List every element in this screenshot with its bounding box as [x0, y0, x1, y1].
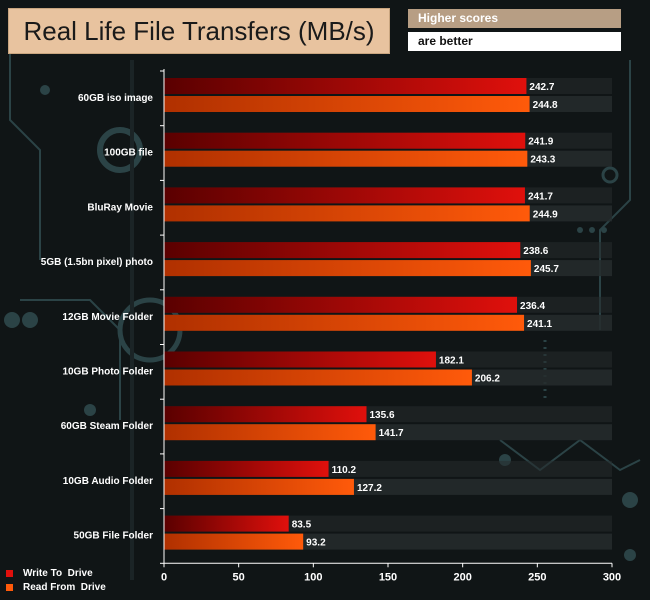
x-tick-label: 250	[528, 571, 546, 583]
category-label: 10GB Audio Folder	[63, 476, 153, 487]
bar-write	[164, 460, 329, 477]
category-label: 5GB (1.5bn pixel) photo	[41, 257, 153, 268]
legend-label-write: Write To Drive	[23, 567, 93, 579]
circuit-decoration-17	[601, 227, 607, 233]
bar-write	[164, 406, 367, 423]
circuit-decoration-0	[9, 20, 41, 260]
circuit-decoration-13	[624, 549, 636, 561]
bar-write	[164, 515, 289, 532]
data-label-read: 241.1	[527, 319, 552, 330]
category-label: 12GB Movie Folder	[62, 312, 153, 323]
data-label-read: 206.2	[475, 374, 500, 385]
circuit-decoration-14	[601, 166, 619, 184]
legend: Write To Drive Read From Drive	[6, 566, 106, 594]
category-label: 60GB Steam Folder	[61, 421, 153, 432]
data-label-write: 241.9	[528, 137, 553, 148]
circuit-decoration-9	[22, 312, 38, 328]
legend-swatch-read	[6, 583, 13, 591]
category-label: 50GB File Folder	[74, 531, 154, 542]
bar-write	[164, 78, 527, 94]
data-label-write: 110.2	[332, 465, 357, 476]
higher-scores-note: Higher scores	[408, 9, 621, 28]
legend-label-read: Read From Drive	[23, 581, 106, 593]
bar-read	[164, 478, 354, 495]
bar-write	[164, 132, 526, 149]
bar-read	[164, 314, 525, 331]
category-label: 100GB file	[104, 148, 153, 159]
legend-swatch-write	[6, 569, 13, 577]
circuit-decoration-10	[4, 312, 20, 328]
circuit-decoration-1	[599, 60, 631, 330]
category-label: 10GB Photo Folder	[62, 367, 153, 378]
bar-write	[164, 351, 436, 368]
data-label-write: 236.4	[520, 301, 545, 312]
data-label-write: 135.6	[369, 410, 394, 421]
bar-read	[164, 369, 472, 386]
bar-write	[164, 296, 518, 313]
circuit-decoration-6	[97, 127, 143, 173]
data-label-read: 243.3	[530, 155, 555, 166]
x-tick-label: 300	[603, 571, 621, 583]
circuit-decoration-2	[20, 299, 121, 420]
chart-title: Real Life File Transfers (MB/s)	[8, 8, 390, 54]
circuit-decoration-12	[622, 492, 638, 508]
data-label-write: 242.7	[529, 82, 554, 93]
category-label: 60GB iso image	[78, 93, 153, 104]
legend-item-read: Read From Drive	[6, 580, 106, 594]
bar-read	[164, 533, 304, 550]
data-label-write: 182.1	[439, 356, 464, 367]
bar-read	[164, 205, 530, 222]
x-tick-label: 100	[304, 571, 322, 583]
bar-write	[164, 187, 525, 204]
bar-read	[164, 260, 531, 277]
data-label-write: 241.7	[528, 191, 553, 202]
data-label-write: 238.6	[523, 246, 548, 257]
data-label-read: 244.9	[533, 209, 558, 220]
circuit-decoration-5	[40, 85, 50, 95]
bar-write	[164, 242, 521, 259]
circuit-decoration-15	[577, 227, 583, 233]
data-label-read: 127.2	[357, 483, 382, 494]
bar-read	[164, 150, 528, 167]
circuit-decoration-18	[130, 60, 134, 580]
x-tick-label: 150	[379, 571, 397, 583]
data-label-read: 244.8	[533, 100, 558, 111]
x-tick-label: 50	[233, 571, 245, 583]
legend-item-write: Write To Drive	[6, 566, 106, 580]
data-label-read: 245.7	[534, 264, 559, 275]
circuit-decoration-16	[589, 227, 595, 233]
x-tick-label: 200	[453, 571, 471, 583]
data-label-read: 93.2	[306, 538, 326, 549]
bar-read	[164, 424, 376, 441]
data-label-read: 141.7	[379, 428, 404, 439]
circuit-decoration-8	[84, 404, 96, 416]
x-tick-label: 0	[161, 571, 167, 583]
bar-read	[164, 96, 530, 112]
are-better-note: are better	[408, 32, 621, 51]
data-label-write: 83.5	[292, 520, 312, 531]
category-label: BluRay Movie	[87, 202, 153, 213]
